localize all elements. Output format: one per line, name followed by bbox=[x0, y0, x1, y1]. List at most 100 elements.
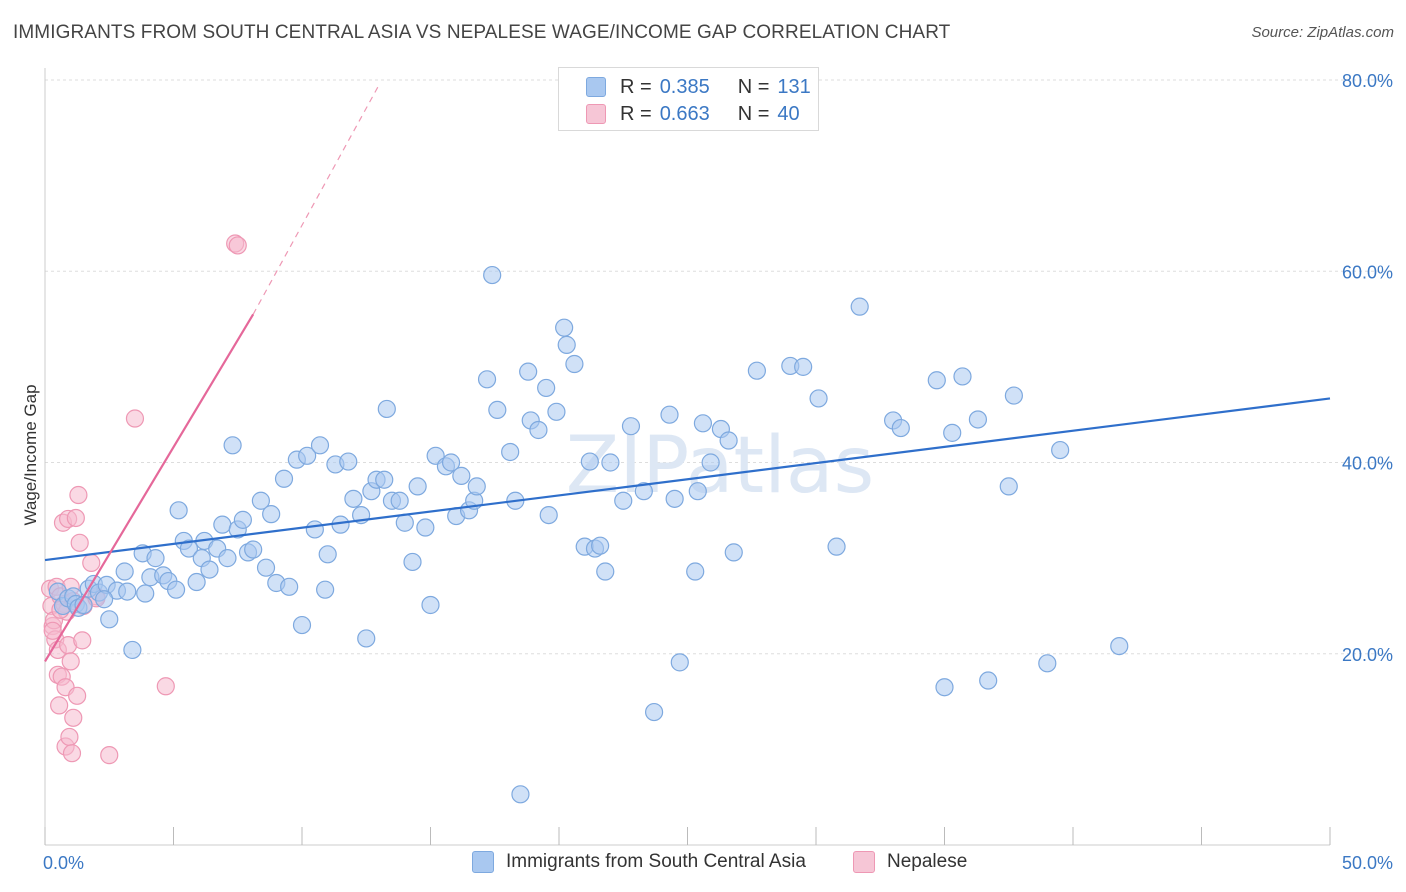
data-point bbox=[339, 452, 358, 471]
legend-row-south-central-asia: R = 0.385 N = 131 bbox=[586, 74, 811, 100]
data-point bbox=[95, 590, 114, 609]
data-point bbox=[377, 399, 396, 419]
data-point bbox=[310, 436, 330, 455]
chart-source: Source: ZipAtlas.com bbox=[1251, 24, 1394, 41]
data-point bbox=[166, 580, 186, 599]
legend-r-label: R = bbox=[620, 75, 652, 98]
data-point bbox=[1038, 654, 1057, 673]
legend-r-value: 0.385 bbox=[659, 75, 710, 98]
data-point bbox=[316, 580, 335, 599]
data-point bbox=[292, 615, 312, 635]
legend-label: Immigrants from South Central Asia bbox=[506, 851, 806, 872]
tick-labels: 20.0% 40.0% 60.0% 80.0% 0.0% 50.0% bbox=[43, 71, 1393, 873]
data-point bbox=[688, 482, 707, 501]
data-point bbox=[213, 515, 232, 534]
data-point bbox=[69, 485, 88, 505]
data-point bbox=[665, 489, 684, 508]
data-point bbox=[547, 402, 566, 421]
legend-swatch-pink bbox=[586, 104, 606, 124]
data-point bbox=[827, 537, 846, 556]
legend-label: Nepalese bbox=[887, 851, 968, 872]
legend-swatch-pink bbox=[853, 851, 875, 873]
data-point bbox=[724, 543, 743, 562]
legend-n-value: 131 bbox=[777, 75, 811, 98]
grid-lines bbox=[45, 79, 1395, 655]
data-point bbox=[686, 562, 705, 581]
x-tick-label: 0.0% bbox=[43, 853, 84, 873]
data-point bbox=[305, 520, 324, 539]
x-tick-label: 50.0% bbox=[1342, 853, 1393, 873]
data-point bbox=[61, 652, 80, 671]
data-point bbox=[644, 702, 664, 722]
y-tick-label: 20.0% bbox=[1342, 645, 1393, 665]
data-point bbox=[591, 536, 610, 555]
data-point bbox=[233, 510, 252, 529]
data-point bbox=[794, 357, 813, 376]
data-point bbox=[62, 744, 82, 763]
data-point bbox=[200, 560, 219, 579]
data-point bbox=[136, 584, 155, 603]
data-point bbox=[488, 400, 507, 420]
axes bbox=[44, 68, 1331, 846]
data-point bbox=[169, 501, 188, 520]
data-point bbox=[1051, 440, 1070, 460]
data-point bbox=[218, 549, 237, 568]
data-point bbox=[537, 378, 556, 398]
data-point bbox=[179, 539, 199, 558]
trend-line-south-central-asia bbox=[44, 397, 1331, 562]
data-point bbox=[927, 371, 946, 390]
data-point bbox=[318, 545, 337, 564]
data-point bbox=[529, 420, 548, 440]
data-point bbox=[850, 297, 869, 316]
data-point bbox=[298, 446, 317, 465]
y-axis-label: Wage/Income Gap bbox=[21, 384, 40, 525]
data-point bbox=[441, 453, 461, 472]
stats-legend: R = 0.385 N = 131 R = 0.663 N = 40 bbox=[558, 67, 819, 131]
data-point bbox=[244, 540, 263, 559]
legend-n-label: N = bbox=[737, 102, 770, 125]
data-point bbox=[357, 629, 376, 648]
data-point bbox=[501, 442, 520, 462]
data-point bbox=[125, 409, 145, 428]
legend-item-nepalese[interactable]: Nepalese bbox=[853, 851, 967, 873]
data-point bbox=[123, 640, 142, 660]
data-point bbox=[614, 491, 633, 510]
chart-title: IMMIGRANTS FROM SOUTH CENTRAL ASIA VS NE… bbox=[13, 22, 951, 43]
series-nepalese-points bbox=[41, 234, 247, 765]
data-point bbox=[115, 562, 134, 581]
data-point bbox=[634, 482, 653, 501]
data-point bbox=[660, 405, 679, 424]
data-point bbox=[395, 513, 414, 532]
data-point bbox=[477, 370, 497, 389]
data-point bbox=[280, 577, 299, 596]
data-point bbox=[228, 236, 247, 255]
data-point bbox=[274, 469, 294, 488]
data-point bbox=[747, 361, 766, 380]
data-point bbox=[73, 631, 92, 650]
data-point bbox=[344, 489, 363, 508]
data-point bbox=[100, 610, 119, 629]
data-point bbox=[693, 414, 713, 433]
data-point bbox=[953, 367, 972, 386]
data-point bbox=[511, 785, 530, 804]
data-point bbox=[891, 418, 910, 438]
data-point bbox=[118, 582, 137, 601]
series-legend: Immigrants from South Central Asia Nepal… bbox=[0, 851, 1406, 879]
data-point bbox=[555, 318, 574, 337]
legend-r-value: 0.663 bbox=[659, 102, 710, 125]
data-point bbox=[403, 552, 422, 572]
data-point bbox=[943, 423, 962, 442]
data-point bbox=[979, 671, 998, 690]
data-point bbox=[146, 549, 165, 568]
data-point bbox=[390, 491, 409, 510]
data-point bbox=[416, 518, 435, 537]
data-point bbox=[70, 533, 89, 552]
data-point bbox=[580, 452, 599, 471]
data-point bbox=[809, 389, 828, 408]
data-point bbox=[421, 595, 440, 615]
data-point bbox=[701, 453, 720, 472]
data-point bbox=[539, 505, 558, 525]
data-point bbox=[557, 335, 576, 354]
legend-item-south-central-asia[interactable]: Immigrants from South Central Asia bbox=[472, 851, 806, 873]
